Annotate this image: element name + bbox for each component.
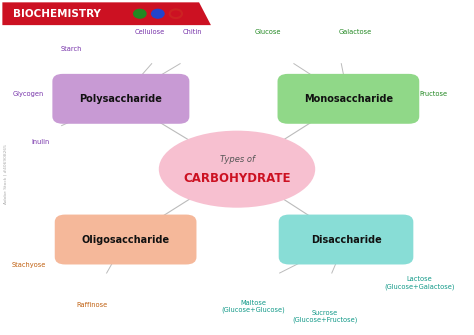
- Text: Polysaccharide: Polysaccharide: [80, 94, 162, 104]
- Text: CARBOHYDRATE: CARBOHYDRATE: [183, 172, 291, 185]
- FancyBboxPatch shape: [53, 74, 189, 124]
- Text: Adobe Stock | #406908265: Adobe Stock | #406908265: [4, 144, 8, 204]
- Text: Starch: Starch: [60, 46, 82, 52]
- Text: Stachyose: Stachyose: [11, 262, 46, 268]
- Text: Maltose
(Glucose+Glucose): Maltose (Glucose+Glucose): [222, 300, 285, 313]
- Text: Cellulose: Cellulose: [134, 29, 164, 35]
- Text: Sucrose
(Glucose+Fructose): Sucrose (Glucose+Fructose): [292, 310, 357, 323]
- Text: Fructose: Fructose: [419, 91, 448, 97]
- Circle shape: [152, 9, 164, 18]
- Text: Disaccharide: Disaccharide: [310, 234, 382, 245]
- Text: Galactose: Galactose: [339, 29, 372, 35]
- Polygon shape: [2, 2, 211, 25]
- FancyBboxPatch shape: [279, 215, 413, 265]
- Circle shape: [134, 9, 146, 18]
- Text: BIOCHEMISTRY: BIOCHEMISTRY: [13, 9, 101, 19]
- Text: Glycogen: Glycogen: [13, 91, 44, 97]
- FancyBboxPatch shape: [277, 74, 419, 124]
- Text: Types of: Types of: [219, 155, 255, 164]
- Text: Oligosaccharide: Oligosaccharide: [82, 234, 170, 245]
- Text: Inulin: Inulin: [31, 139, 49, 145]
- FancyBboxPatch shape: [55, 215, 196, 265]
- Text: Lactose
(Glucose+Galactose): Lactose (Glucose+Galactose): [384, 276, 455, 290]
- Text: Chitin: Chitin: [182, 29, 202, 35]
- Text: Monosaccharide: Monosaccharide: [304, 94, 393, 104]
- Text: Raffinose: Raffinose: [77, 302, 108, 308]
- Text: Glucose: Glucose: [255, 29, 281, 35]
- Ellipse shape: [159, 131, 315, 208]
